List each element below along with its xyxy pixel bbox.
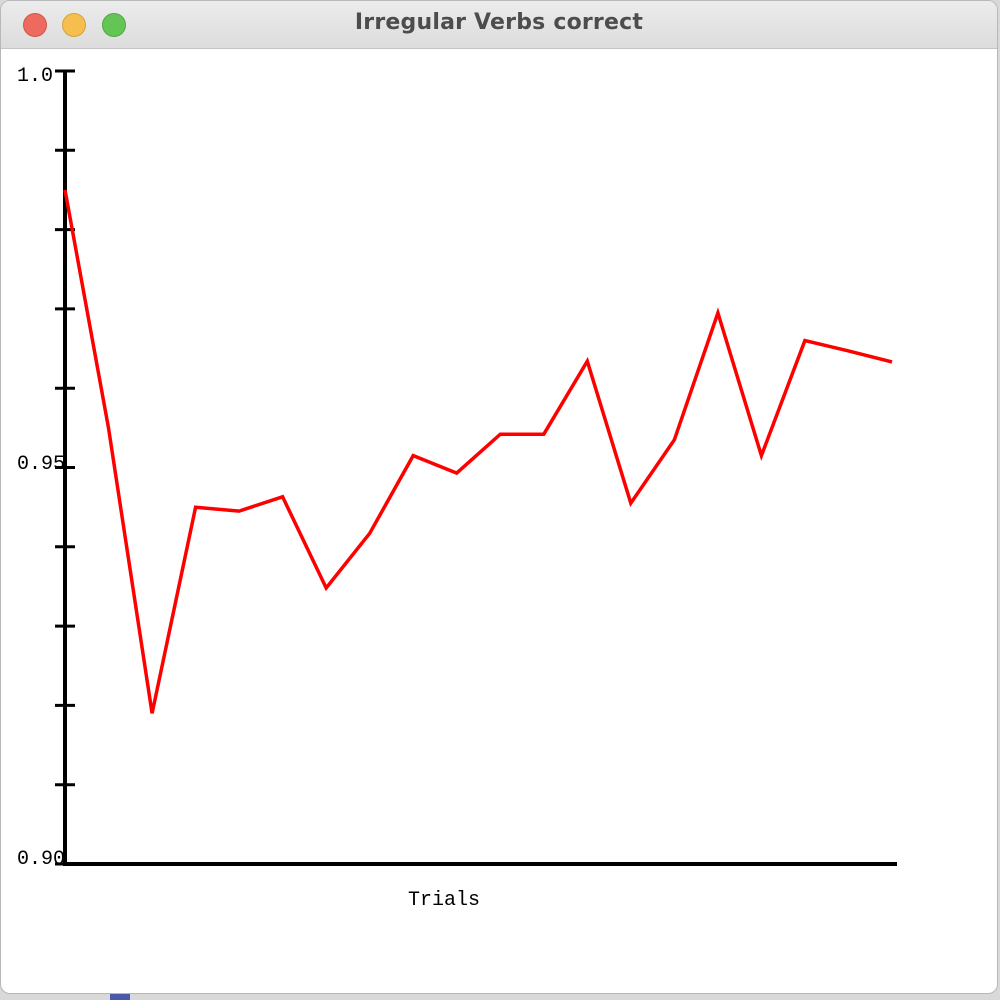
y-ticks bbox=[55, 69, 75, 866]
title-bar[interactable]: Irregular Verbs correct bbox=[1, 1, 997, 49]
minimize-button[interactable] bbox=[62, 13, 86, 37]
series-line bbox=[63, 189, 893, 714]
dock-indicator bbox=[110, 994, 130, 1000]
series-group bbox=[63, 189, 893, 714]
window-title: Irregular Verbs correct bbox=[354, 10, 644, 35]
zoom-button[interactable] bbox=[102, 13, 126, 37]
y-tick-labels: 1.0 0.95 0.90 bbox=[17, 65, 65, 871]
close-button[interactable] bbox=[23, 13, 47, 37]
y-tick-label: 0.90 bbox=[17, 848, 65, 871]
y-tick-label: 1.0 bbox=[17, 65, 53, 88]
axes bbox=[63, 71, 897, 866]
x-axis-label: Trials bbox=[408, 889, 480, 912]
y-tick-label: 0.95 bbox=[17, 453, 65, 476]
